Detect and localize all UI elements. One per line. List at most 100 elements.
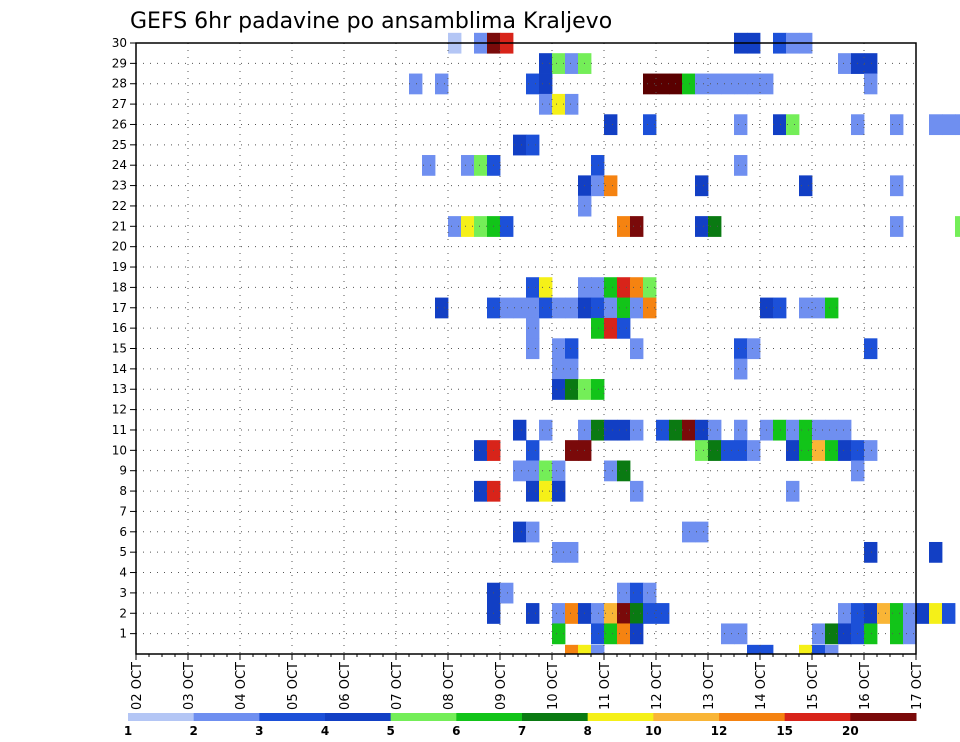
legend-label: 20 <box>842 724 859 738</box>
heatmap-cell <box>773 297 787 319</box>
heatmap-cell <box>526 277 540 298</box>
heatmap-cell <box>617 603 631 624</box>
y-tick-label: 22 <box>112 199 127 213</box>
heatmap-cell <box>643 73 657 95</box>
heatmap-cell <box>526 317 540 339</box>
y-tick-label: 28 <box>112 77 127 91</box>
heatmap-cell <box>825 297 839 319</box>
y-tick-label: 9 <box>119 464 127 478</box>
heatmap-cell <box>942 114 956 136</box>
heatmap-cell <box>747 73 761 95</box>
legend-label: 5 <box>386 724 394 738</box>
heatmap-cell <box>734 358 748 380</box>
heatmap-cell <box>630 216 644 237</box>
heatmap-cell <box>617 297 631 319</box>
x-tick-label: 11 OCT <box>598 662 613 710</box>
heatmap-cell <box>630 277 644 298</box>
heatmap-cell <box>643 114 657 136</box>
heatmap-cell <box>890 216 904 237</box>
x-tick-label: 10 OCT <box>546 662 561 710</box>
heatmap-cell <box>903 623 917 645</box>
y-tick-label: 17 <box>112 301 127 315</box>
legend-swatch <box>193 713 260 721</box>
heatmap-cell <box>526 460 540 482</box>
heatmap-cell <box>565 297 579 319</box>
heatmap-cell <box>630 419 644 441</box>
heatmap-cell <box>565 440 579 461</box>
legend-swatch <box>719 713 786 721</box>
heatmap-cell <box>539 73 553 95</box>
heatmap-cell <box>812 623 826 645</box>
heatmap-cell <box>565 338 579 360</box>
x-tick-label: 05 OCT <box>286 662 301 710</box>
heatmap-cell <box>539 419 553 441</box>
heatmap-cell <box>422 155 436 176</box>
heatmap-cell <box>682 419 696 441</box>
heatmap-cell <box>825 440 839 461</box>
x-tick-label: 14 OCT <box>754 662 769 710</box>
heatmap-cell <box>695 521 709 543</box>
heatmap-cell <box>734 419 748 441</box>
heatmap-cell <box>578 644 592 655</box>
heatmap-cell <box>812 297 826 319</box>
x-axis-ticks: 02 OCT 03 OCT 04 OCT 05 OCT 06 OCT 07 OCT 08 O… <box>130 654 925 710</box>
y-tick-label: 10 <box>112 443 127 457</box>
heatmap-cell <box>721 73 735 95</box>
heatmap-cell <box>773 419 787 441</box>
y-tick-label: 13 <box>112 382 127 396</box>
heatmap-cell <box>773 114 787 136</box>
heatmap-cell <box>565 53 579 74</box>
heatmap-cell <box>812 440 826 461</box>
heatmap-cell <box>500 216 514 237</box>
heatmap-cell <box>617 419 631 441</box>
heatmap-cell <box>591 379 605 400</box>
heatmap-cell <box>604 419 618 441</box>
heatmap-cell <box>630 338 644 360</box>
heatmap-cell <box>825 623 839 645</box>
heatmap-cell <box>500 582 514 604</box>
heatmap-cell <box>539 277 553 298</box>
legend-swatch <box>390 713 457 721</box>
heatmap-cell <box>526 297 540 319</box>
heatmap-cell <box>799 419 813 441</box>
y-tick-label: 4 <box>119 566 127 580</box>
heatmap-cell <box>539 297 553 319</box>
y-tick-label: 18 <box>112 280 127 294</box>
heatmap-cell <box>695 73 709 95</box>
heatmap-cell <box>591 297 605 319</box>
heatmap-cell <box>708 73 722 95</box>
heatmap-cell <box>617 460 631 482</box>
heatmap-cell <box>474 216 488 237</box>
heatmap-cell <box>760 644 774 655</box>
heatmap-cell <box>695 440 709 461</box>
heatmap-cell <box>630 480 644 502</box>
heatmap-cell <box>474 440 488 461</box>
heatmap-cell <box>812 419 826 441</box>
heatmap-cell <box>864 603 878 624</box>
heatmap-cell <box>552 541 566 563</box>
heatmap-cell <box>747 644 761 655</box>
heatmap-cell <box>552 460 566 482</box>
heatmap-cell <box>864 73 878 95</box>
heatmap-cell <box>864 338 878 360</box>
heatmap-cell <box>838 603 852 624</box>
heatmap-cell <box>617 582 631 604</box>
heatmap-cell <box>734 114 748 136</box>
heatmap-cell <box>656 603 670 624</box>
heatmap-cell <box>409 73 423 95</box>
legend-swatch <box>259 713 326 721</box>
heatmap-cell <box>721 440 735 461</box>
color-legend: 1 2 3 4 5 6 7 8 10 12 15 20 <box>124 713 917 738</box>
heatmap-cell <box>539 93 553 115</box>
y-tick-label: 29 <box>112 56 127 70</box>
x-tick-label: 03 OCT <box>182 662 197 710</box>
y-tick-label: 24 <box>112 158 127 172</box>
heatmap-cell <box>604 297 618 319</box>
heatmap-cell <box>916 603 930 624</box>
heatmap-cell <box>734 155 748 176</box>
heatmap-cell <box>864 623 878 645</box>
y-tick-label: 5 <box>119 545 127 559</box>
y-tick-label: 30 <box>112 36 127 50</box>
heatmap-cell <box>552 358 566 380</box>
x-tick-label: 02 OCT <box>130 662 145 710</box>
